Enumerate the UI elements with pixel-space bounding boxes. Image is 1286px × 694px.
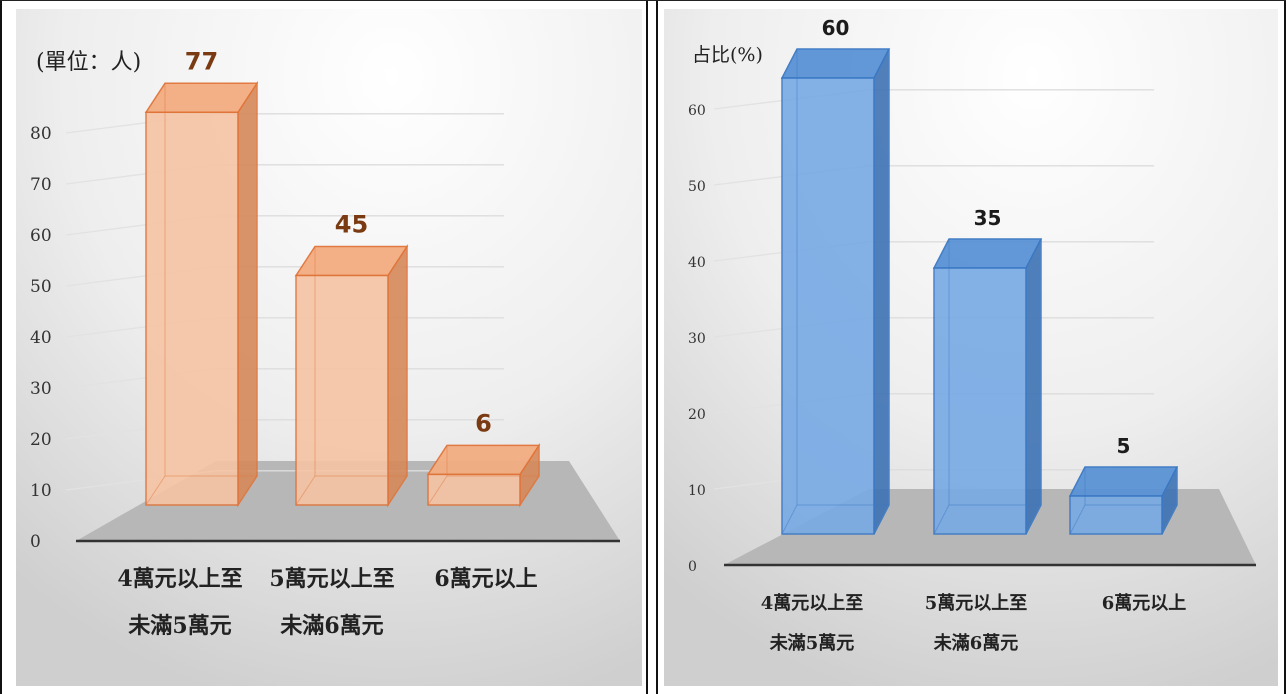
category-label-1-line-1: 未滿6萬元	[280, 613, 383, 639]
y-tick-label: 50	[688, 179, 706, 195]
right-cell: 0 10 20 30 40 50 60 占比(%) 60 35 5 4萬元以上至 未滿5萬元 5萬元以上至…	[656, 1, 1286, 694]
bar-front-2	[1069, 495, 1163, 535]
category-label-2-line-0: 6萬元以上	[434, 566, 537, 592]
y-tick-label: 10	[30, 481, 52, 501]
y-tick-label: 10	[688, 483, 706, 499]
y-tick-label: 60	[688, 103, 706, 119]
bar-1	[294, 243, 409, 508]
share-chart-panel: 0 10 20 30 40 50 60 占比(%) 60 35 5 4萬元以上至 未滿5萬元 5萬元以上至…	[664, 9, 1278, 686]
category-label-0-line-1: 未滿5萬元	[770, 632, 855, 654]
bar-inner-edge-2	[446, 445, 539, 477]
bar-front-0	[145, 111, 239, 506]
bar-top-0	[780, 48, 891, 79]
bar-inner-floor-0	[781, 504, 798, 535]
y-tick-label: 40	[30, 328, 52, 348]
bar-inner-edge-1	[314, 246, 407, 477]
data-label-1: 35	[974, 206, 1002, 230]
y-tick-label: 20	[688, 407, 706, 423]
category-label-1-line-1: 未滿6萬元	[934, 632, 1019, 654]
y-tick-label: 30	[688, 331, 706, 347]
bar-top-2	[426, 444, 541, 476]
unit-label: 占比(%)	[692, 44, 763, 66]
bar-front-0	[781, 77, 875, 535]
bar-inner-edge-0	[164, 83, 257, 477]
bar-side-1	[387, 243, 408, 508]
y-tick-label: 80	[30, 124, 52, 144]
category-label-0-line-1: 未滿5萬元	[128, 613, 231, 639]
y-tick-label: 0	[30, 532, 41, 552]
bar-0	[780, 48, 891, 535]
bar-top-0	[144, 82, 259, 114]
bar-top-1	[932, 238, 1043, 269]
bar-inner-floor-0	[145, 475, 166, 506]
bar-top-1	[294, 245, 409, 277]
bar-0	[144, 80, 259, 508]
bar-2	[1068, 466, 1179, 535]
y-tick-label: 70	[30, 175, 52, 195]
data-label-2: 6	[475, 409, 492, 437]
bar-side-0	[237, 80, 258, 508]
unit-label: (單位：人)	[36, 50, 141, 75]
y-tick-label: 0	[688, 559, 697, 575]
bar-1	[932, 238, 1043, 535]
bar-inner-floor-1	[933, 504, 950, 535]
bar-top-2	[1068, 466, 1179, 497]
category-label-0-line-0: 4萬元以上至	[117, 566, 242, 592]
count-chart-panel: 0 10 20 30 40 50 60 70 80 (單位：人) 77 45 6 4萬元以上至 未滿5萬元 5…	[16, 9, 642, 686]
data-label-0: 60	[822, 16, 850, 40]
bar-front-2	[427, 473, 521, 506]
bar-inner-edge-1	[948, 239, 1041, 506]
category-label-1-line-0: 5萬元以上至	[925, 593, 1028, 614]
bar-front-1	[295, 274, 389, 506]
bar-inner-edge-0	[796, 49, 889, 506]
bar-inner-floor-1	[295, 475, 316, 506]
bar-inner-floor-2	[427, 475, 448, 506]
category-label-0-line-0: 4萬元以上至	[761, 593, 864, 614]
category-label-1-line-0: 5萬元以上至	[269, 566, 394, 592]
y-tick-label: 50	[30, 277, 52, 297]
bar-front-1	[933, 267, 1027, 535]
y-tick-label: 40	[688, 255, 706, 271]
bar-side-1	[1025, 238, 1042, 535]
data-label-0: 77	[185, 47, 218, 75]
bar-side-0	[873, 48, 890, 535]
bar-2	[426, 442, 541, 508]
data-label-2: 5	[1117, 434, 1131, 458]
y-tick-label: 60	[30, 226, 52, 246]
y-tick-label: 20	[30, 430, 52, 450]
data-label-1: 45	[335, 211, 368, 239]
bar-inner-edge-2	[1084, 467, 1177, 506]
y-tick-label: 30	[30, 379, 52, 399]
category-label-2-line-0: 6萬元以上	[1102, 593, 1187, 614]
left-cell: 0 10 20 30 40 50 60 70 80 (單位：人) 77 45 6 4萬元以上至 未滿5萬元 5…	[0, 1, 648, 694]
bar-inner-floor-2	[1069, 504, 1086, 535]
